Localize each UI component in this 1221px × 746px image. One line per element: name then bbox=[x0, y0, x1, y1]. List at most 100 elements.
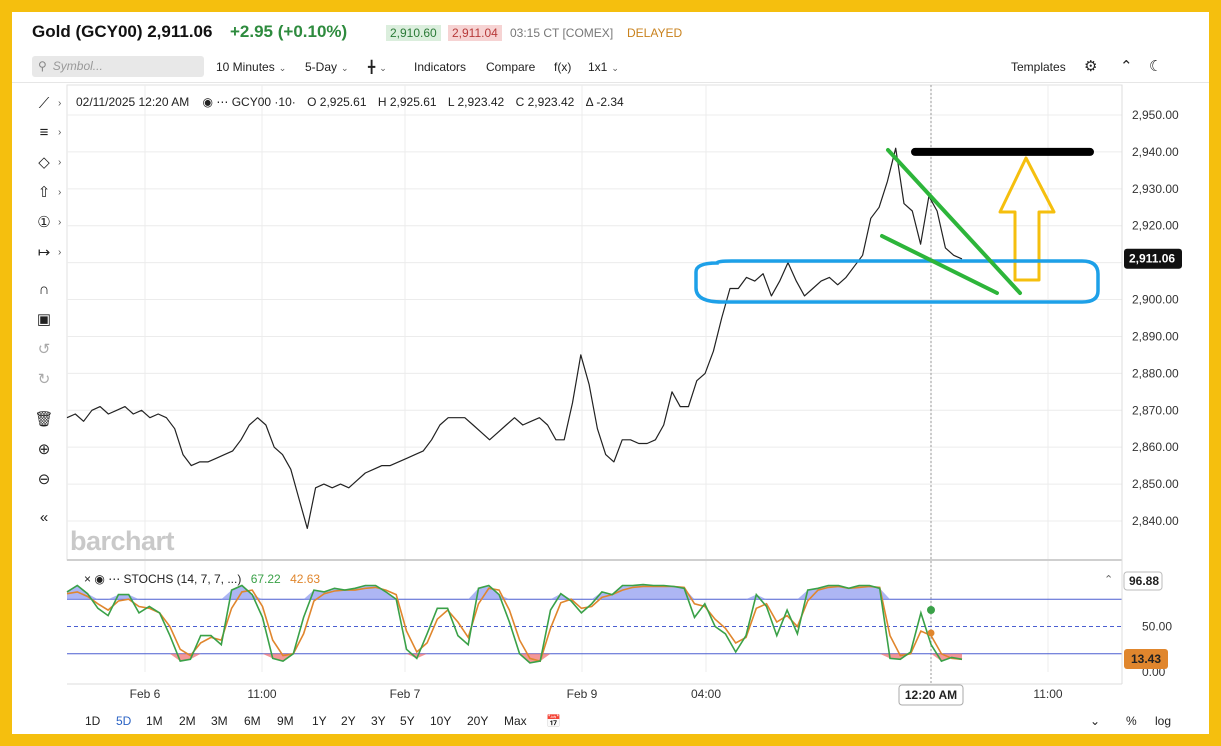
more-icon[interactable]: ⋯ bbox=[216, 95, 229, 109]
chevron-down-icon: ⌄ bbox=[611, 63, 619, 73]
chevron-right-icon: › bbox=[58, 187, 62, 198]
expand-icon[interactable]: ⌃ bbox=[1120, 58, 1133, 75]
range-button-20y[interactable]: 20Y bbox=[467, 714, 489, 728]
chevron-right-icon: › bbox=[58, 157, 62, 168]
range-button-5y[interactable]: 5Y bbox=[400, 714, 415, 728]
stoch-k-line bbox=[66, 583, 963, 664]
x-tick-label: 04:00 bbox=[691, 687, 721, 701]
range-button-2m[interactable]: 2M bbox=[179, 714, 196, 728]
x-tick-label: 11:00 bbox=[1033, 687, 1062, 701]
eye-icon[interactable]: ◉ bbox=[202, 95, 214, 109]
range-button-1d[interactable]: 1D bbox=[85, 714, 101, 728]
close-value: 2,923.42 bbox=[527, 95, 575, 109]
symbol-placeholder: Symbol... bbox=[52, 59, 103, 73]
range-button-2y[interactable]: 2Y bbox=[341, 714, 356, 728]
indicators-button[interactable]: Indicators bbox=[414, 60, 467, 74]
fib-tool-icon[interactable]: ≡ › bbox=[39, 124, 62, 141]
range-button-10y[interactable]: 10Y bbox=[430, 714, 452, 728]
chart-type-dropdown[interactable]: ╋ ⌄ bbox=[368, 60, 387, 74]
zoom-in-icon[interactable]: ⊕ bbox=[37, 441, 51, 458]
quote-header: Gold (GCY00) 2,911.06 +2.95 (+0.10%) 2,9… bbox=[12, 12, 1209, 50]
range-button-3m[interactable]: 3M bbox=[211, 714, 228, 728]
arrow-tool-icon[interactable]: ⇧ › bbox=[37, 184, 62, 201]
more-icon[interactable]: ⋯ bbox=[108, 572, 121, 586]
interval-dropdown[interactable]: 10 Minutes ⌄ bbox=[216, 60, 286, 74]
open-value: 2,925.61 bbox=[319, 95, 367, 109]
lock-icon[interactable]: ▣ bbox=[36, 311, 52, 328]
ask-price: 2,911.04 bbox=[448, 25, 502, 41]
wedge-lower-line bbox=[880, 234, 999, 295]
counter-tool-icon[interactable]: ① › bbox=[37, 214, 62, 231]
stoch-label: × ◉ ⋯ STOCHS (14, 7, 7, ...) 67.22 42.63 bbox=[84, 572, 320, 586]
compare-button[interactable]: Compare bbox=[486, 60, 536, 74]
percent-toggle[interactable]: % bbox=[1126, 714, 1137, 728]
stoch-d-line bbox=[66, 585, 963, 663]
delayed-badge: DELAYED bbox=[627, 26, 683, 40]
annotations[interactable] bbox=[694, 147, 1100, 304]
chevron-right-icon: › bbox=[58, 247, 62, 258]
y-tick-label: 2,890.00 bbox=[1132, 329, 1179, 343]
stoch-oversold-fill bbox=[169, 653, 963, 663]
chevron-double-down-icon[interactable]: ⌄ bbox=[1090, 714, 1101, 728]
low-value: 2,923.42 bbox=[457, 95, 505, 109]
y-tick-label: 2,870.00 bbox=[1132, 403, 1179, 417]
layout-label: 1x1 bbox=[588, 60, 608, 74]
zoom-out-icon[interactable]: ⊖ bbox=[37, 471, 51, 488]
chevron-down-icon: ⌄ bbox=[379, 63, 387, 73]
last-price-label: 2,911.06 bbox=[1129, 252, 1175, 266]
range-button-6m[interactable]: 6M bbox=[244, 714, 261, 728]
price-axis: 2,950.002,940.002,930.002,920.002,910.00… bbox=[1121, 85, 1182, 684]
delta-label: Δ bbox=[585, 95, 593, 109]
chart-window: Gold (GCY00) 2,911.06 +2.95 (+0.10%) 2,9… bbox=[12, 12, 1209, 734]
range-bar: % log 📅 ⌄ 1D 5D 1M 2M 3M 6M 9M 1Y 2Y 3Y 5Y 10Y 20Y Ma… bbox=[12, 710, 1209, 734]
eye-icon[interactable]: ◉ bbox=[94, 572, 105, 586]
x-tick-label: Feb 7 bbox=[390, 687, 421, 701]
trash-icon[interactable]: 🗑 bbox=[34, 411, 54, 428]
range-button-1m[interactable]: 1M bbox=[146, 714, 163, 728]
settings-icon[interactable]: ⚙ bbox=[1084, 58, 1098, 75]
dark-mode-icon[interactable]: ☾ bbox=[1149, 58, 1163, 75]
magnet-icon[interactable]: ∩ bbox=[38, 281, 50, 298]
stoch-name: STOCHS (14, 7, 7, ...) bbox=[123, 572, 242, 586]
range-button-1y[interactable]: 1Y bbox=[312, 714, 327, 728]
readout-symbol: GCY00 ·10· bbox=[231, 95, 296, 109]
plot-border bbox=[66, 84, 1123, 561]
layout-dropdown[interactable]: 1x1 ⌄ bbox=[588, 60, 619, 74]
range-button-9m[interactable]: 9M bbox=[277, 714, 294, 728]
high-label: H bbox=[377, 95, 387, 109]
stoch-tick-label: 50.00 bbox=[1142, 620, 1172, 634]
last-price-box bbox=[1124, 248, 1182, 269]
range-button-5d[interactable]: 5D bbox=[116, 714, 132, 728]
line-tool-icon[interactable]: ⟋ › bbox=[38, 95, 62, 112]
range-button-max[interactable]: Max bbox=[504, 714, 527, 728]
stoch-readout-box bbox=[1123, 571, 1163, 591]
range-button-3y[interactable]: 3Y bbox=[371, 714, 386, 728]
crosshair-time-box bbox=[898, 684, 964, 706]
shape-tool-icon[interactable]: ◇ › bbox=[38, 154, 62, 171]
delta-value: -2.34 bbox=[596, 95, 624, 109]
close-icon[interactable]: × bbox=[84, 572, 92, 586]
measure-tool-icon[interactable]: ↦ › bbox=[37, 244, 62, 261]
templates-button[interactable]: Templates bbox=[1011, 60, 1066, 74]
calendar-icon[interactable]: 📅 bbox=[546, 714, 561, 728]
stoch-readout-value: 96.88 bbox=[1129, 574, 1159, 588]
chevron-down-icon: ⌄ bbox=[278, 63, 287, 73]
crosshair-time-label: 12:20 AM bbox=[905, 688, 957, 702]
log-toggle[interactable]: log bbox=[1155, 714, 1172, 728]
wedge-upper-line bbox=[886, 148, 1022, 295]
fx-button[interactable]: f(x) bbox=[554, 60, 572, 74]
drawing-tools-sidebar: ⟋ › ≡ › ◇ › ⇧ › ① › ↦ › ∩ ▣ ↺ ↻ 🗑 ⊕ ⊖ « bbox=[12, 90, 64, 550]
redo-icon[interactable]: ↻ bbox=[37, 371, 51, 388]
symbol-search-input[interactable]: ⚲ Symbol... bbox=[32, 56, 204, 77]
collapse-icon[interactable]: « bbox=[39, 509, 49, 526]
undo-icon[interactable]: ↺ bbox=[37, 341, 51, 358]
chevron-up-icon: ⌃ bbox=[1104, 573, 1113, 586]
up-arrow-annotation bbox=[998, 156, 1056, 282]
y-tick-label: 2,920.00 bbox=[1132, 219, 1179, 233]
stoch-last-box bbox=[1124, 649, 1168, 669]
x-tick-label: Feb 6 bbox=[130, 687, 161, 701]
search-icon: ⚲ bbox=[38, 59, 47, 73]
period-dropdown[interactable]: 5-Day ⌄ bbox=[305, 60, 349, 74]
